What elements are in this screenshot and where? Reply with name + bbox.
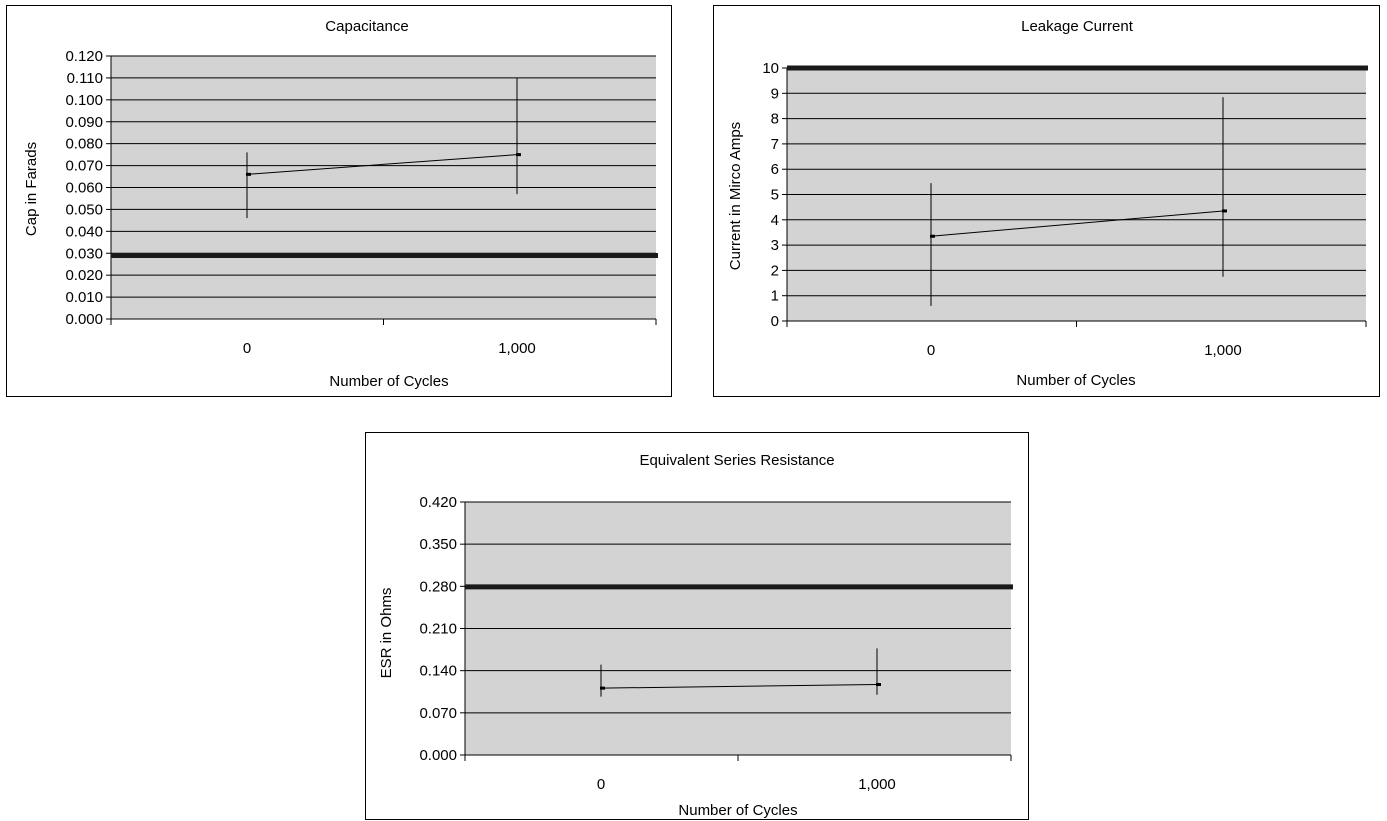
y-tick-label: 0.010	[65, 289, 103, 306]
y-tick-label: 7	[771, 136, 779, 153]
x-tick-label: 0	[243, 340, 251, 357]
x-tick-label: 1,000	[1204, 342, 1242, 359]
y-tick-label: 0.050	[65, 201, 103, 218]
y-tick-label: 0.070	[419, 705, 457, 722]
y-tick-label: 0.000	[419, 747, 457, 764]
leakage-current-chart-panel: Leakage Current Current in Mirco Amps Nu…	[713, 5, 1380, 397]
y-tick-label: 0.210	[419, 621, 457, 638]
chart-title: Capacitance	[325, 18, 408, 35]
chart-title: Equivalent Series Resistance	[639, 452, 834, 469]
y-tick-label: 0.030	[65, 245, 103, 262]
data-point	[1222, 209, 1227, 213]
x-axis-label: Number of Cycles	[329, 373, 448, 390]
series-line	[930, 210, 1224, 237]
y-tick-label: 0.110	[67, 70, 103, 87]
y-tick-label: 0.350	[419, 536, 457, 553]
y-tick-label: 0.140	[419, 663, 457, 680]
y-tick-label: 0.120	[65, 48, 103, 65]
y-tick-label: 0.080	[65, 136, 103, 153]
series-line	[246, 154, 518, 175]
capacitance-chart-panel: Capacitance Cap in Farads Number of Cycl…	[6, 5, 672, 397]
data-point	[516, 153, 521, 157]
y-tick-label: 9	[771, 85, 779, 102]
esr-chart: Equivalent Series Resistance ESR in Ohms…	[378, 452, 1013, 819]
y-tick-label: 0.070	[65, 158, 103, 175]
esr-chart-panel: Equivalent Series Resistance ESR in Ohms…	[365, 432, 1029, 820]
chart-title: Leakage Current	[1021, 18, 1134, 35]
capacitance-chart: Capacitance Cap in Farads Number of Cycl…	[23, 18, 658, 390]
x-tick-label: 1,000	[498, 340, 536, 357]
y-tick-label: 5	[771, 187, 779, 204]
y-tick-label: 0.060	[65, 180, 103, 197]
y-tick-label: 0.000	[65, 311, 103, 328]
y-tick-label: 10	[762, 60, 779, 77]
y-tick-label: 6	[771, 161, 779, 178]
y-tick-label: 0.090	[65, 114, 103, 131]
y-tick-label: 8	[771, 111, 779, 128]
x-tick-label: 0	[597, 776, 605, 793]
series-line	[600, 684, 878, 689]
y-tick-label: 4	[771, 212, 779, 229]
y-tick-label: 0	[771, 313, 779, 330]
x-tick-label: 0	[927, 342, 935, 359]
y-tick-label: 0.420	[419, 494, 457, 511]
x-tick-label: 1,000	[858, 776, 896, 793]
y-tick-label: 0.040	[65, 223, 103, 240]
y-tick-label: 1	[771, 288, 779, 305]
y-tick-label: 0.100	[65, 92, 103, 109]
y-axis-label: Cap in Farads	[23, 142, 40, 236]
y-tick-label: 0.020	[65, 267, 103, 284]
x-axis-label: Number of Cycles	[678, 802, 797, 819]
x-axis-label: Number of Cycles	[1016, 372, 1135, 389]
y-tick-label: 0.280	[419, 578, 457, 595]
data-point	[876, 683, 881, 687]
y-tick-label: 2	[771, 262, 779, 279]
y-axis-label: Current in Mirco Amps	[727, 122, 744, 270]
y-tick-label: 3	[771, 237, 779, 254]
y-axis-label: ESR in Ohms	[378, 588, 395, 679]
leakage-current-chart: Leakage Current Current in Mirco Amps Nu…	[727, 18, 1368, 389]
